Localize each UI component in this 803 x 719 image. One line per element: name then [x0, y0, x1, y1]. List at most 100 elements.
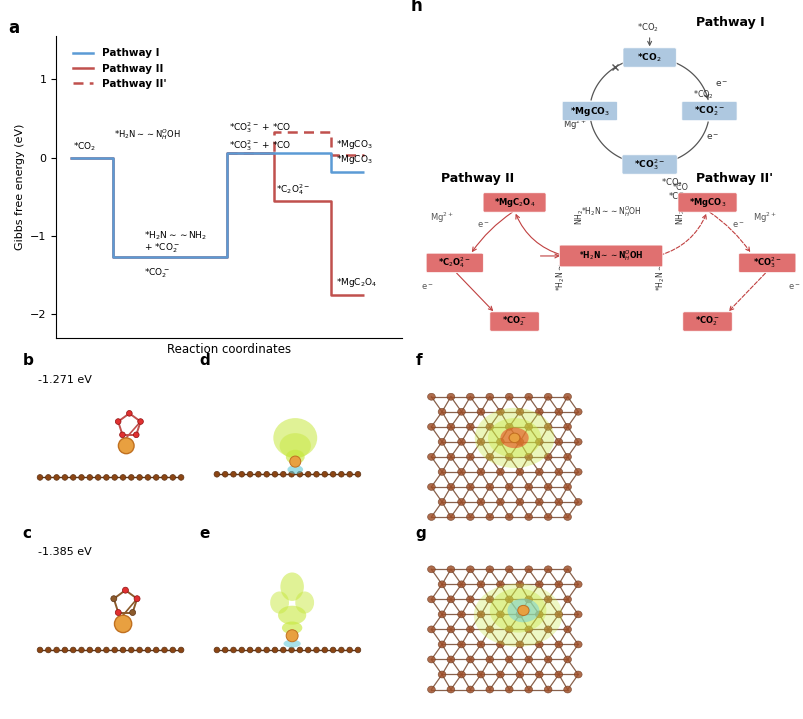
Circle shape [516, 439, 523, 445]
Circle shape [517, 605, 528, 615]
Circle shape [544, 423, 552, 430]
X-axis label: Reaction coordinates: Reaction coordinates [167, 344, 291, 357]
Circle shape [516, 498, 523, 505]
Circle shape [214, 647, 219, 653]
Text: *MgC$_2$O$_4$: *MgC$_2$O$_4$ [336, 276, 377, 289]
Ellipse shape [273, 418, 317, 457]
Text: *MgCO$_3$: *MgCO$_3$ [336, 153, 372, 166]
Text: c: c [22, 526, 31, 541]
Text: *CO: *CO [668, 192, 685, 201]
Circle shape [496, 408, 503, 416]
Text: e$^-$: e$^-$ [787, 283, 800, 293]
Circle shape [115, 610, 121, 615]
Circle shape [466, 483, 474, 490]
Circle shape [280, 472, 286, 477]
FancyBboxPatch shape [489, 312, 539, 331]
Circle shape [305, 472, 311, 477]
Ellipse shape [295, 592, 314, 613]
Circle shape [516, 671, 523, 678]
Text: e$^-$: e$^-$ [715, 79, 728, 89]
Circle shape [466, 454, 474, 460]
Circle shape [457, 498, 465, 505]
Text: Pathway II: Pathway II [441, 172, 514, 185]
Circle shape [457, 611, 465, 618]
Circle shape [438, 498, 446, 505]
Text: *CO$_3^{2-}$ + *CO: *CO$_3^{2-}$ + *CO [229, 137, 291, 152]
Circle shape [427, 596, 434, 603]
Ellipse shape [474, 408, 554, 468]
Circle shape [544, 454, 552, 460]
Circle shape [96, 475, 101, 480]
Ellipse shape [473, 584, 561, 647]
Text: *H$_2$N$\sim$: *H$_2$N$\sim$ [554, 262, 566, 290]
Ellipse shape [280, 572, 304, 601]
Circle shape [427, 566, 434, 573]
Circle shape [230, 472, 236, 477]
Circle shape [178, 647, 184, 653]
Circle shape [535, 581, 543, 588]
Circle shape [485, 596, 493, 603]
Circle shape [524, 626, 532, 633]
FancyBboxPatch shape [483, 193, 545, 212]
Circle shape [438, 611, 446, 618]
Circle shape [153, 475, 159, 480]
Circle shape [37, 475, 43, 480]
Circle shape [112, 647, 117, 653]
Text: *CO$_3^{2-}$ + *CO: *CO$_3^{2-}$ + *CO [229, 119, 291, 134]
Text: -1.271 eV: -1.271 eV [39, 375, 92, 385]
FancyBboxPatch shape [559, 245, 662, 267]
Circle shape [573, 498, 581, 505]
Circle shape [446, 483, 454, 490]
Circle shape [476, 611, 484, 618]
Circle shape [272, 472, 278, 477]
Circle shape [145, 475, 150, 480]
Circle shape [230, 647, 236, 653]
Circle shape [535, 408, 543, 416]
Circle shape [485, 513, 493, 521]
Circle shape [524, 454, 532, 460]
FancyBboxPatch shape [677, 193, 736, 212]
Text: g: g [415, 526, 426, 541]
Ellipse shape [283, 640, 300, 648]
Circle shape [137, 418, 143, 424]
Circle shape [54, 475, 59, 480]
Circle shape [62, 647, 67, 653]
Circle shape [573, 641, 581, 648]
Circle shape [496, 468, 503, 475]
Ellipse shape [489, 588, 546, 633]
Ellipse shape [279, 433, 311, 459]
Circle shape [505, 656, 512, 663]
Circle shape [62, 475, 67, 480]
Text: f: f [415, 353, 422, 368]
Circle shape [554, 581, 562, 588]
Circle shape [505, 566, 512, 573]
Circle shape [524, 656, 532, 663]
Text: *CO$_2^-$: *CO$_2^-$ [144, 266, 169, 280]
Circle shape [247, 647, 253, 653]
Circle shape [554, 611, 562, 618]
Circle shape [438, 408, 446, 416]
Circle shape [535, 468, 543, 475]
Circle shape [153, 647, 159, 653]
Text: *CO$_2^{\bullet -}$: *CO$_2^{\bullet -}$ [693, 104, 724, 118]
Circle shape [505, 423, 512, 430]
Circle shape [355, 472, 361, 477]
Circle shape [563, 566, 571, 573]
Circle shape [169, 647, 175, 653]
Text: e$^-$: e$^-$ [421, 283, 434, 293]
Circle shape [496, 439, 503, 445]
Circle shape [427, 483, 434, 490]
Circle shape [161, 647, 167, 653]
Text: e$^-$: e$^-$ [732, 221, 744, 230]
Circle shape [46, 475, 51, 480]
Circle shape [496, 611, 503, 618]
Circle shape [485, 393, 493, 400]
Ellipse shape [507, 433, 520, 443]
Circle shape [535, 498, 543, 505]
Circle shape [466, 626, 474, 633]
Circle shape [427, 423, 434, 430]
Circle shape [71, 475, 76, 480]
Text: *H$_2$N$\sim\sim$N$_H^O$OH: *H$_2$N$\sim\sim$N$_H^O$OH [580, 204, 641, 219]
Circle shape [161, 475, 167, 480]
Circle shape [288, 647, 294, 653]
